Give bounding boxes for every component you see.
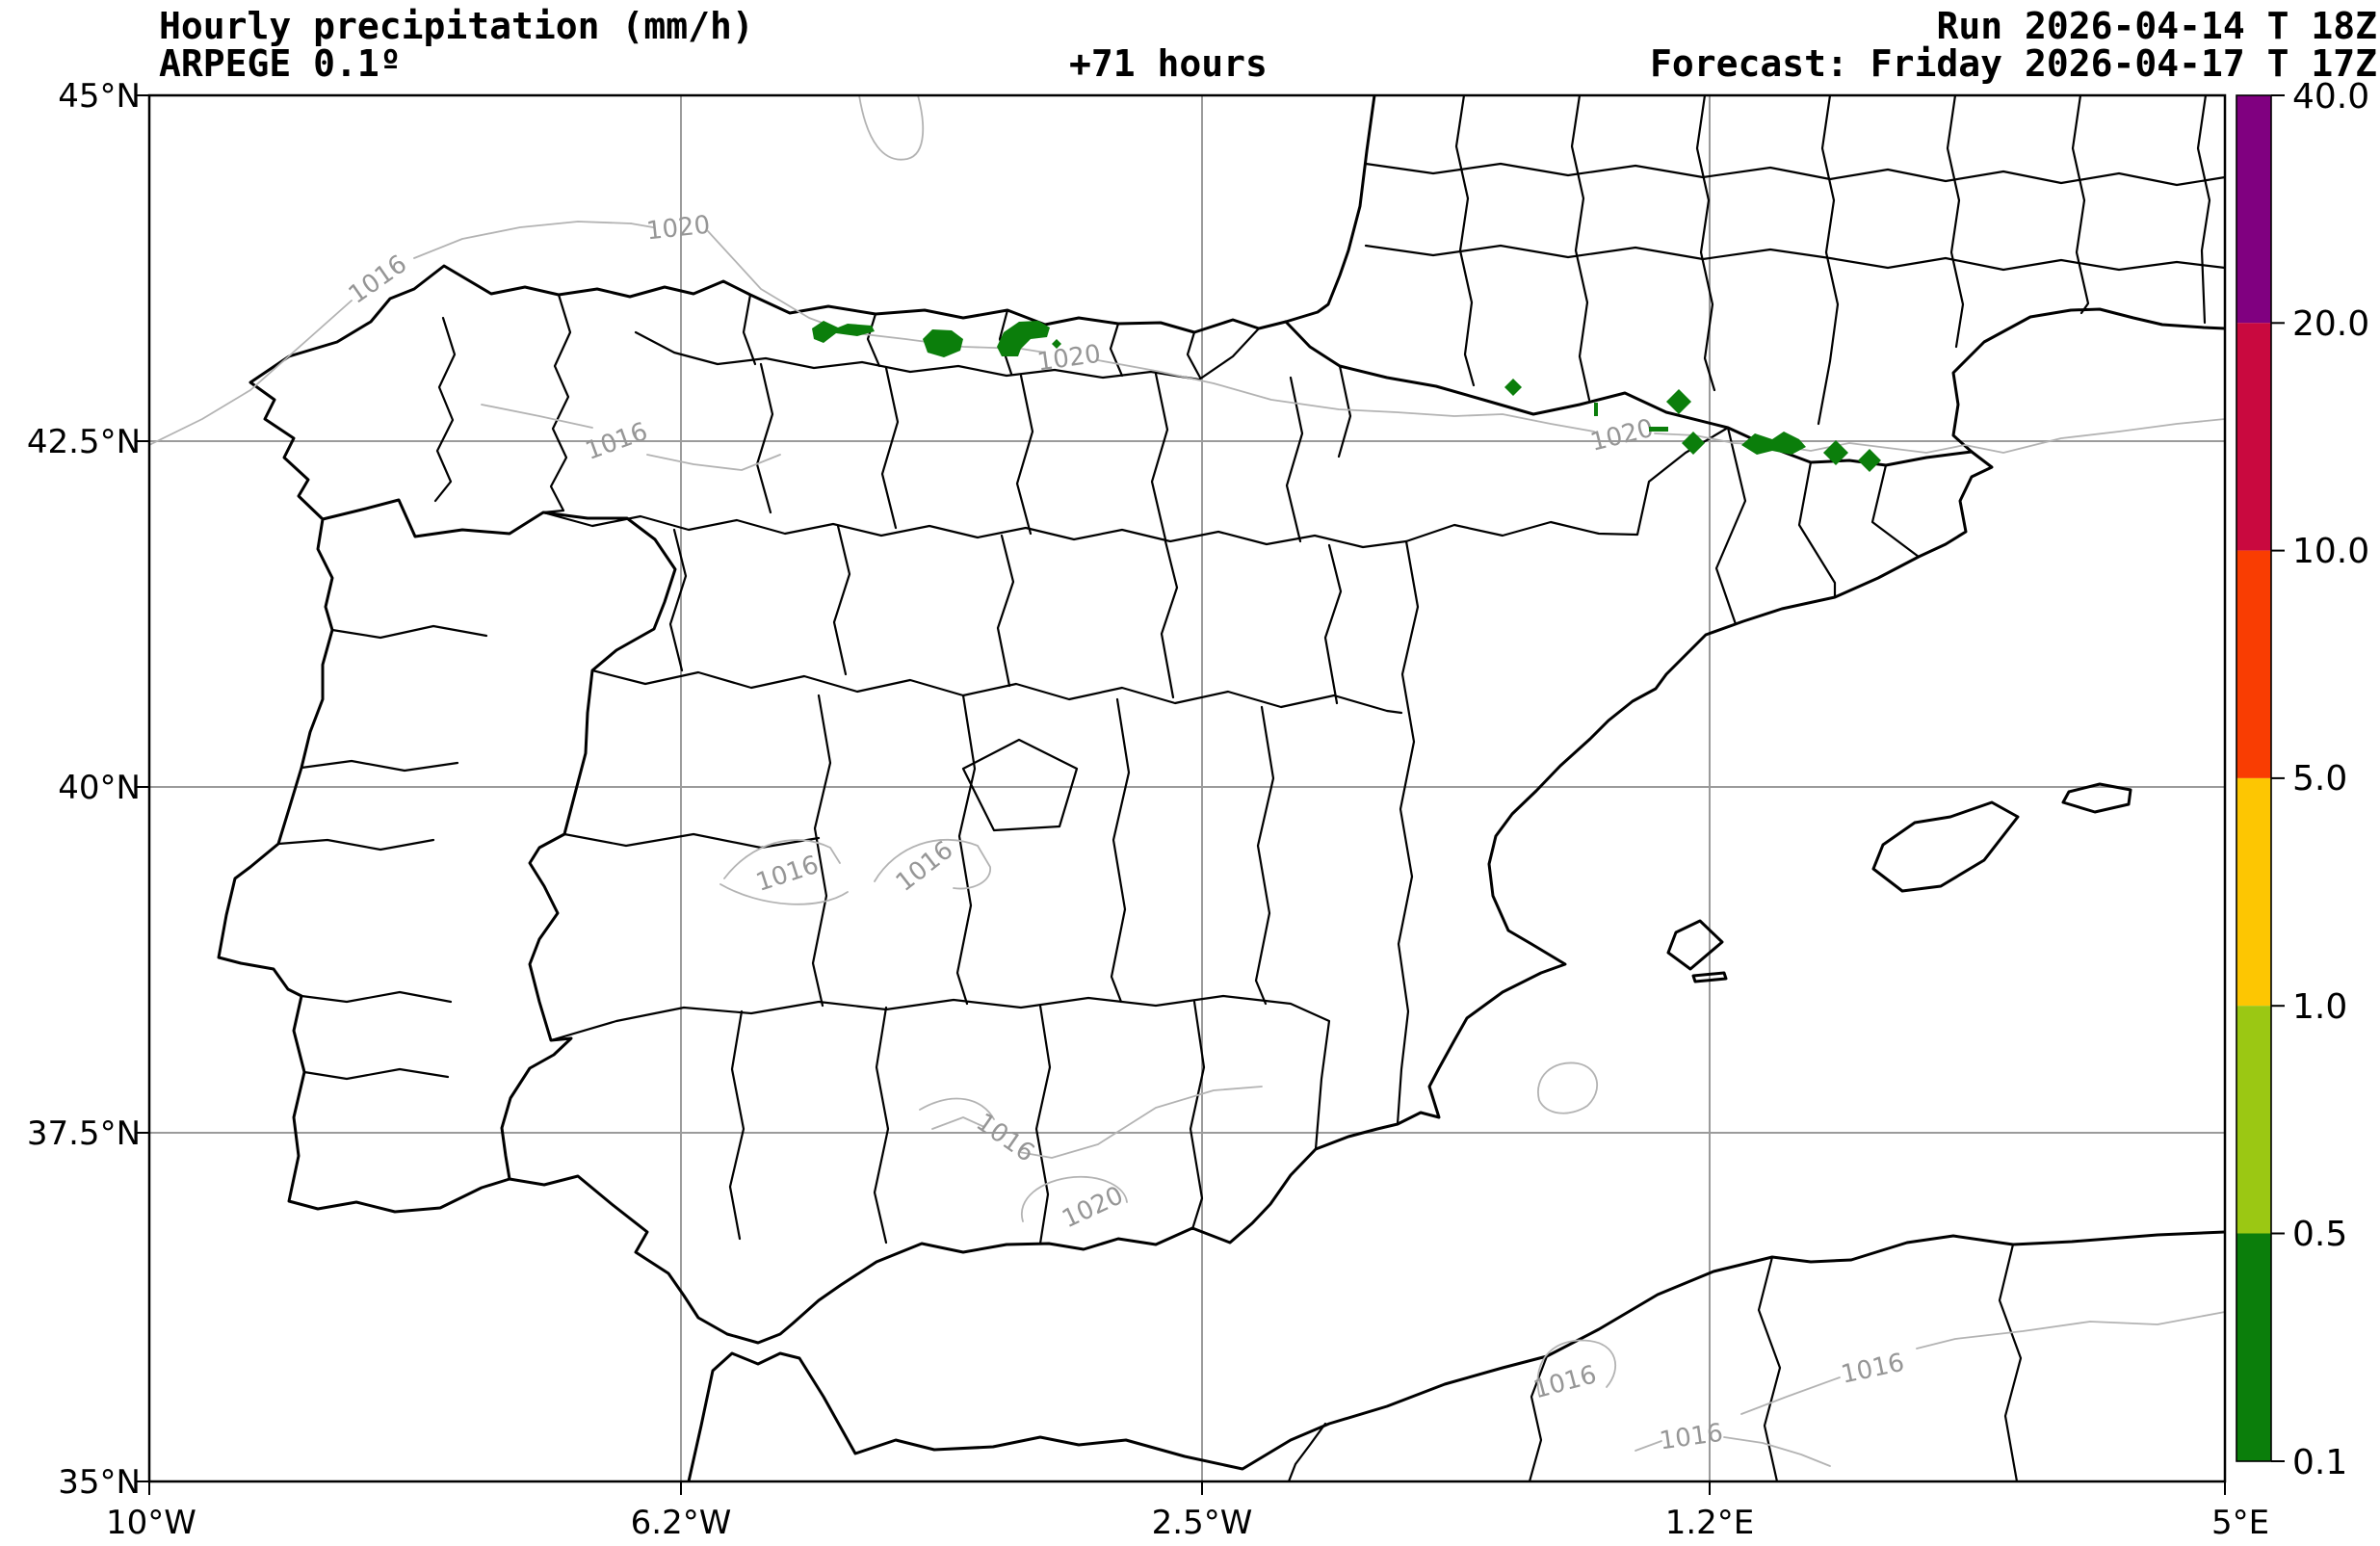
colorbar-tick-label: 5.0 (2292, 759, 2347, 799)
formentera-island (1691, 971, 1728, 983)
lon-tick-label: 5°E (2211, 1504, 2269, 1542)
lon-tick-label: 6.2°W (631, 1504, 732, 1542)
colorbar-bin-05-1 (2236, 1006, 2271, 1234)
map-background (149, 95, 2225, 1481)
colorbar-bin-1-5 (2236, 777, 2271, 1007)
colorbar-tick-label: 40.0 (2292, 77, 2369, 117)
model-label: ARPEGE 0.1º (159, 42, 402, 85)
isobar-label: 1020 (645, 211, 712, 247)
colorbar-bin-10-20 (2236, 323, 2271, 551)
lat-tick-label: 45°N (58, 77, 141, 116)
isobar-contours (149, 95, 2225, 1467)
run-label: Run 2026-04-14 T 18Z (1936, 5, 2377, 47)
colorbar-bin-5-10 (2236, 550, 2271, 778)
france-mediterranean-coastline (1951, 307, 2225, 454)
lat-tick-label: 37.5°N (27, 1114, 141, 1153)
chart-title: Hourly precipitation (mm/h) (159, 5, 754, 47)
france-atlantic-coastline (1284, 95, 1376, 324)
colorbar: 40.0 20.0 10.0 5.0 1.0 0.5 0.1 (2236, 77, 2369, 1482)
colorbar-bin-01-05 (2236, 1233, 2271, 1461)
colorbar-tick-label: 10.0 (2292, 532, 2369, 571)
map-frame (147, 93, 2227, 1483)
colorbar-bin-20-40 (2236, 95, 2271, 324)
lat-tick-label: 40°N (58, 769, 141, 807)
lon-tick-label: 1.2°E (1665, 1504, 1755, 1542)
colorbar-tick-label: 0.1 (2292, 1443, 2347, 1482)
menorca-island (2061, 782, 2132, 814)
ibiza-island (1666, 919, 1724, 971)
lat-tick-label: 42.5°N (27, 423, 141, 461)
portugal-spain-border (321, 498, 677, 1181)
lon-tick-label: 10°W (106, 1504, 196, 1542)
precipitation-areas (812, 321, 1881, 472)
colorbar-tick-label: 0.5 (2292, 1215, 2347, 1254)
mallorca-island (1871, 800, 2020, 893)
colorbar-labels: 40.0 20.0 10.0 5.0 1.0 0.5 0.1 (2292, 77, 2369, 1482)
map-panel: 1020 1016 1016 1020 1020 1016 1016 1016 … (27, 77, 2269, 1542)
lon-tick-label: 2.5°W (1152, 1504, 1253, 1542)
province-boundaries (276, 95, 2225, 1481)
header: Hourly precipitation (mm/h) ARPEGE 0.1º … (159, 5, 2377, 85)
lead-time-label: +71 hours (1069, 42, 1268, 85)
latitude-labels: 45°N 42.5°N 40°N 37.5°N 35°N (27, 77, 141, 1502)
colorbar-tick-label: 1.0 (2292, 987, 2347, 1027)
colorbar-tick-label: 20.0 (2292, 304, 2369, 344)
forecast-label: Forecast: Friday 2026-04-17 T 17Z (1650, 42, 2377, 85)
north-africa-coastline (687, 1230, 2225, 1481)
colorbar-ticks (2271, 94, 2285, 1462)
longitude-labels: 10°W 6.2°W 2.5°W 1.2°E 5°E (106, 1504, 2269, 1542)
lat-tick-label: 35°N (58, 1463, 141, 1502)
axis-ticks (136, 94, 2226, 1495)
